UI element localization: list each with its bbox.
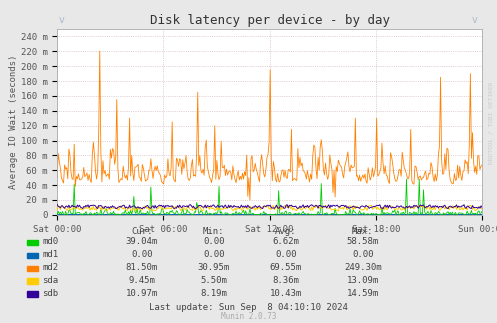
Text: 39.04m: 39.04m <box>126 237 158 246</box>
Text: v: v <box>59 16 64 26</box>
Text: 8.36m: 8.36m <box>272 276 299 285</box>
Text: 8.19m: 8.19m <box>200 288 227 297</box>
Text: md2: md2 <box>42 263 58 272</box>
Text: Max:: Max: <box>352 227 374 236</box>
Text: Min:: Min: <box>203 227 225 236</box>
Text: Munin 2.0.73: Munin 2.0.73 <box>221 312 276 321</box>
Text: 69.55m: 69.55m <box>270 263 302 272</box>
Text: v: v <box>472 16 478 26</box>
Text: sda: sda <box>42 276 58 285</box>
Text: 10.97m: 10.97m <box>126 288 158 297</box>
Text: 249.30m: 249.30m <box>344 263 382 272</box>
Text: 13.09m: 13.09m <box>347 276 379 285</box>
Text: 0.00: 0.00 <box>352 250 374 259</box>
Text: 0.00: 0.00 <box>275 250 297 259</box>
Text: sdb: sdb <box>42 288 58 297</box>
Text: 5.50m: 5.50m <box>200 276 227 285</box>
Text: 14.59m: 14.59m <box>347 288 379 297</box>
Text: 30.95m: 30.95m <box>198 263 230 272</box>
Text: Cur:: Cur: <box>131 227 153 236</box>
Text: md0: md0 <box>42 237 58 246</box>
Text: 0.00: 0.00 <box>131 250 153 259</box>
Text: 0.00: 0.00 <box>203 237 225 246</box>
Title: Disk latency per device - by day: Disk latency per device - by day <box>150 14 390 26</box>
Y-axis label: Average IO Wait (seconds): Average IO Wait (seconds) <box>9 55 18 189</box>
Text: 9.45m: 9.45m <box>128 276 155 285</box>
Text: 81.50m: 81.50m <box>126 263 158 272</box>
Text: 0.00: 0.00 <box>203 250 225 259</box>
Text: 58.58m: 58.58m <box>347 237 379 246</box>
Text: 10.43m: 10.43m <box>270 288 302 297</box>
Text: RRDTOOL / TOBI OETIKER: RRDTOOL / TOBI OETIKER <box>488 81 493 164</box>
Text: md1: md1 <box>42 250 58 259</box>
Text: Last update: Sun Sep  8 04:10:10 2024: Last update: Sun Sep 8 04:10:10 2024 <box>149 303 348 312</box>
Text: 6.62m: 6.62m <box>272 237 299 246</box>
Text: Avg:: Avg: <box>275 227 297 236</box>
